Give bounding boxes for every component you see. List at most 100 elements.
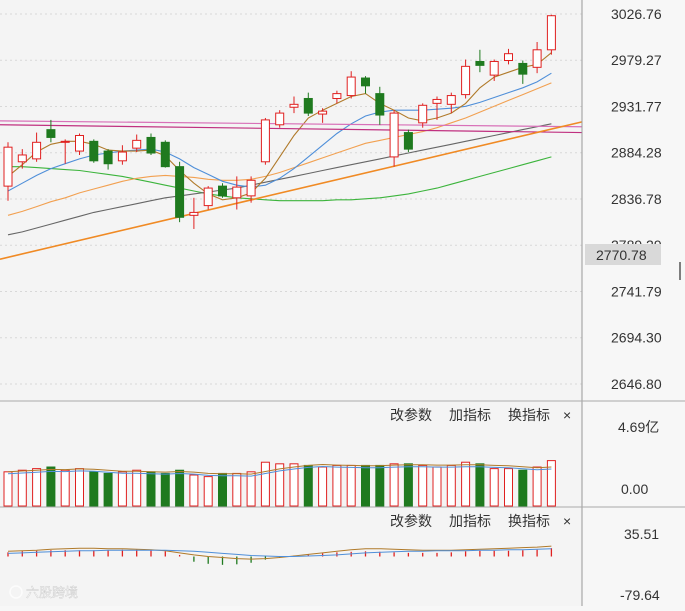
volume-bar — [32, 468, 42, 507]
volume-bar — [17, 469, 27, 507]
candle-body — [75, 134, 84, 152]
macd-close-icon[interactable]: × — [563, 513, 571, 529]
volume-bar — [232, 472, 242, 507]
volume-bar — [218, 472, 227, 507]
price-ma60-line — [8, 156, 552, 202]
volume-bars — [3, 460, 556, 507]
volume-bar — [432, 466, 442, 507]
candle-body — [260, 119, 270, 163]
volume-axis-min: 0.00 — [621, 481, 648, 497]
volume-close-icon[interactable]: × — [563, 407, 571, 423]
candle-body — [17, 154, 27, 163]
price-indicator-lines — [0, 52, 583, 260]
volume-bar — [375, 464, 385, 507]
candle-body — [489, 60, 499, 76]
candle-body — [532, 49, 542, 68]
candle-body — [375, 93, 385, 116]
candle-body — [117, 151, 127, 162]
volume-bar — [489, 468, 499, 507]
volume-bar — [504, 468, 513, 507]
candle-body — [403, 132, 413, 150]
volume-bar — [246, 471, 256, 507]
volume-bar — [189, 474, 199, 507]
price-pink-level-line — [0, 120, 583, 128]
price-tick-label: 3026.76 — [611, 6, 662, 22]
candle-body — [418, 104, 428, 124]
volume-bar — [303, 464, 313, 507]
candle-body — [175, 166, 185, 218]
volume-bar — [89, 471, 99, 507]
candle-body — [518, 62, 528, 75]
current-price-label: 2770.78 — [596, 247, 647, 263]
candle-body — [132, 139, 142, 149]
macd-axis-max: 35.51 — [624, 526, 659, 542]
candle-body — [203, 187, 213, 207]
price-magenta-level-line — [0, 124, 583, 134]
volume-ma5-line — [7, 463, 552, 475]
volume-add-indicator-button[interactable]: 加指标 — [449, 407, 491, 423]
candle-body — [32, 141, 42, 160]
volume-ma10-line — [7, 465, 552, 477]
volume-bar — [418, 464, 428, 507]
candle-body — [318, 110, 328, 115]
candle-body — [475, 60, 485, 66]
candle-body — [103, 150, 113, 165]
volume-bar — [75, 468, 84, 507]
volume-bar — [318, 466, 328, 507]
volume-bar — [461, 461, 471, 507]
price-tick-label: 2979.27 — [611, 52, 662, 68]
candle-body — [346, 76, 356, 97]
volume-bar — [260, 461, 270, 507]
volume-bar — [203, 476, 213, 507]
price-tick-label: 2694.30 — [611, 330, 662, 346]
volume-bar — [332, 464, 342, 507]
watermark-logo-icon — [9, 585, 23, 599]
candle-body — [160, 141, 170, 168]
watermark-text: 六股跨境 — [26, 585, 78, 600]
volume-bar — [46, 466, 56, 507]
volume-bar — [275, 463, 285, 507]
candle-body — [60, 140, 70, 143]
volume-bar — [175, 469, 185, 507]
price-candles — [3, 14, 556, 229]
candle-body — [432, 98, 442, 104]
macd-axis-min: -79.64 — [620, 587, 660, 603]
volume-params-button[interactable]: 改参数 — [390, 407, 432, 423]
price-ma5-line — [7, 52, 552, 201]
macd-params-button[interactable]: 改参数 — [390, 513, 432, 529]
candle-body — [289, 103, 299, 108]
macd-indicator — [7, 545, 553, 565]
candle-body — [46, 129, 56, 138]
price-tick-label: 2646.80 — [611, 376, 662, 392]
volume-bar — [532, 466, 542, 507]
current-price-box — [585, 244, 661, 265]
volume-bar — [103, 472, 113, 507]
candle-body — [189, 211, 199, 216]
candle-body — [146, 136, 156, 154]
watermark: 六股跨境 — [9, 585, 78, 600]
volume-bar — [389, 463, 399, 507]
volume-bar — [475, 463, 485, 507]
volume-bar — [446, 464, 456, 507]
price-tick-label: 2884.28 — [611, 145, 662, 161]
candle-body — [246, 179, 256, 197]
macd-add-indicator-button[interactable]: 加指标 — [449, 513, 491, 529]
volume-bar — [117, 471, 127, 507]
candle-body — [389, 112, 399, 158]
volume-bar — [3, 471, 13, 507]
price-tick-label: 2741.79 — [611, 284, 662, 300]
price-tick-label: 2836.78 — [611, 191, 662, 207]
macd-dif-line — [7, 545, 552, 560]
candle-body — [332, 93, 342, 99]
price-ma20-line — [7, 82, 552, 216]
candle-body — [218, 185, 227, 197]
candle-body — [461, 65, 471, 96]
candle-body — [546, 15, 556, 51]
volume-swap-indicator-button[interactable]: 换指标 — [508, 407, 550, 423]
candle-body — [232, 186, 242, 199]
price-trend-line — [0, 121, 583, 260]
candle-body — [446, 95, 456, 105]
macd-swap-indicator-button[interactable]: 换指标 — [508, 513, 550, 529]
volume-bar — [403, 463, 413, 507]
